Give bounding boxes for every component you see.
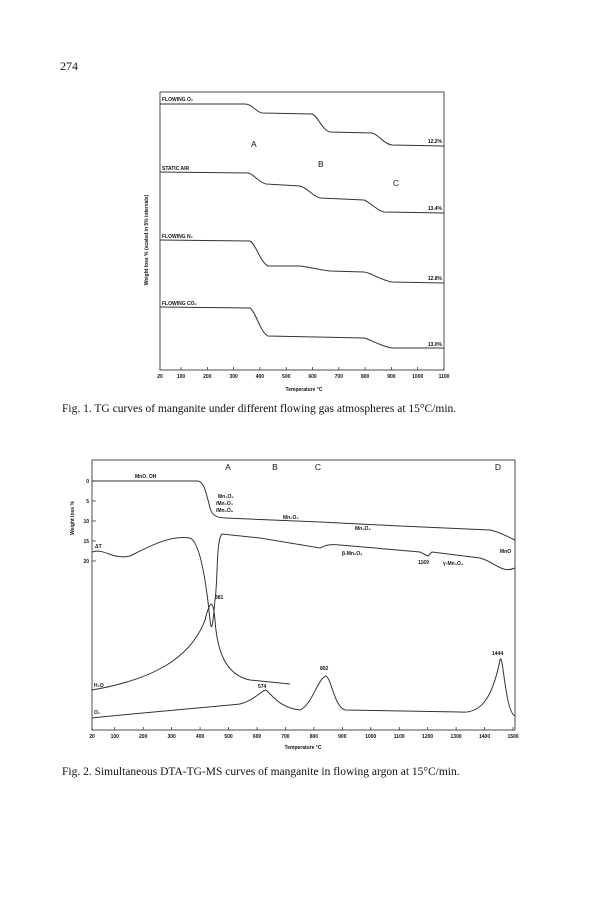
x-tick-label: 800 <box>310 734 319 740</box>
annotation: 1169 <box>418 560 429 566</box>
x-tick-label: 500 <box>282 374 291 380</box>
x-tick-label: 200 <box>139 734 148 740</box>
x-axis-label: Temperature °C <box>286 387 323 393</box>
caption: Fig. 1. TG curves of manganite under dif… <box>62 403 456 415</box>
x-tick-label: 200 <box>203 374 212 380</box>
o2-curve <box>91 658 516 719</box>
atmosphere-label: FLOWING N₂ <box>162 234 193 240</box>
stage-label: B <box>318 159 324 169</box>
dta-curve <box>91 533 516 628</box>
x-tick-label: 600 <box>308 374 317 380</box>
x-tick-label: 1000 <box>412 374 423 380</box>
x-tick-label: 500 <box>224 734 233 740</box>
h2o-curve <box>91 603 291 691</box>
annotation: 381 <box>215 595 224 601</box>
x-tick-label: 1100 <box>394 734 405 740</box>
x-tick-label: 1200 <box>422 734 433 740</box>
annotation: O₂ <box>94 710 100 716</box>
x-tick-label: 400 <box>196 734 205 740</box>
annotation: MnO. OH <box>135 474 157 480</box>
stage-label: B <box>272 462 278 472</box>
tg-curve <box>159 239 445 284</box>
figure-2: A B C D MnO. OH Mn₃O₄ /Mn₂O₃ /Mn₅O₈ Mn₂O… <box>62 459 519 778</box>
stage-label: D <box>495 462 501 472</box>
x-tick-label: 700 <box>335 374 344 380</box>
annotation: Mn₂O₃ <box>283 515 299 521</box>
x-tick-label: 900 <box>387 374 396 380</box>
y-tick-label: 5 <box>86 499 89 505</box>
annotation: /Mn₂O₃ <box>216 501 234 507</box>
annotation: ΔT <box>95 544 102 550</box>
annotation: H₂O <box>94 683 104 689</box>
page-number: 274 <box>60 59 78 73</box>
annotation: MnO <box>500 549 511 555</box>
stage-label: C <box>393 178 399 188</box>
tg-curve <box>159 306 444 349</box>
x-tick-label: 100 <box>177 374 186 380</box>
plot-frame <box>91 459 516 731</box>
annotation: γ-Mn₃O₄ <box>443 561 464 567</box>
figure-1: FLOWING O₂ STATIC AIR FLOWING N₂ FLOWING… <box>62 91 456 415</box>
annotation: 802 <box>320 666 329 672</box>
stage-label: A <box>251 139 257 149</box>
atmosphere-label: STATIC AIR <box>162 166 190 172</box>
loss-label: 13.0% <box>428 342 443 348</box>
y-tick-label: 0 <box>86 479 89 485</box>
y-tick-label: 20 <box>83 559 89 565</box>
atmosphere-label: FLOWING O₂ <box>162 97 193 103</box>
annotation: Mn₃O₄ <box>218 494 234 500</box>
x-tick-label: 900 <box>338 734 347 740</box>
x-tick-label: 1500 <box>507 734 518 740</box>
tg-curve <box>159 171 445 214</box>
annotation: 1444 <box>492 651 503 657</box>
annotation: 574 <box>258 684 267 690</box>
loss-label: 13.4% <box>428 206 443 212</box>
x-tick-label: 700 <box>281 734 290 740</box>
x-tick-label: 300 <box>229 374 238 380</box>
y-tick-label: 10 <box>83 519 89 525</box>
stage-label: C <box>315 462 321 472</box>
x-axis-label: Temperature °C <box>285 745 322 751</box>
annotation: Mn₃O₄ <box>355 526 371 532</box>
y-axis-label: Weight loss % <box>70 501 76 535</box>
x-tick-label: 1400 <box>479 734 490 740</box>
y-tick-label: 15 <box>83 539 89 545</box>
stage-label: A <box>225 462 231 472</box>
caption: Fig. 2. Simultaneous DTA-TG-MS curves of… <box>62 766 460 778</box>
x-tick-label: 1300 <box>451 734 462 740</box>
x-tick-label: 300 <box>167 734 176 740</box>
x-tick-label: 600 <box>253 734 262 740</box>
atmosphere-label: FLOWING CO₂ <box>162 301 197 307</box>
annotation: β-Mn₃O₄ <box>342 551 363 557</box>
x-tick-label: 1000 <box>365 734 376 740</box>
x-tick-label: 800 <box>361 374 370 380</box>
y-axis-label: Weight loss % (scaled in 5% intervals) <box>144 194 150 285</box>
annotation: /Mn₅O₈ <box>216 508 234 514</box>
x-tick-label: 20 <box>89 734 95 740</box>
x-tick-label: 100 <box>111 734 120 740</box>
plot-frame <box>159 91 445 371</box>
loss-label: 12.8% <box>428 276 443 282</box>
x-tick-label: 20 <box>157 374 163 380</box>
tg-curve <box>160 103 445 147</box>
x-tick-label: 400 <box>256 374 265 380</box>
x-tick-label: 1100 <box>439 374 450 380</box>
tg-curve <box>92 480 516 541</box>
loss-label: 12.2% <box>428 139 443 145</box>
